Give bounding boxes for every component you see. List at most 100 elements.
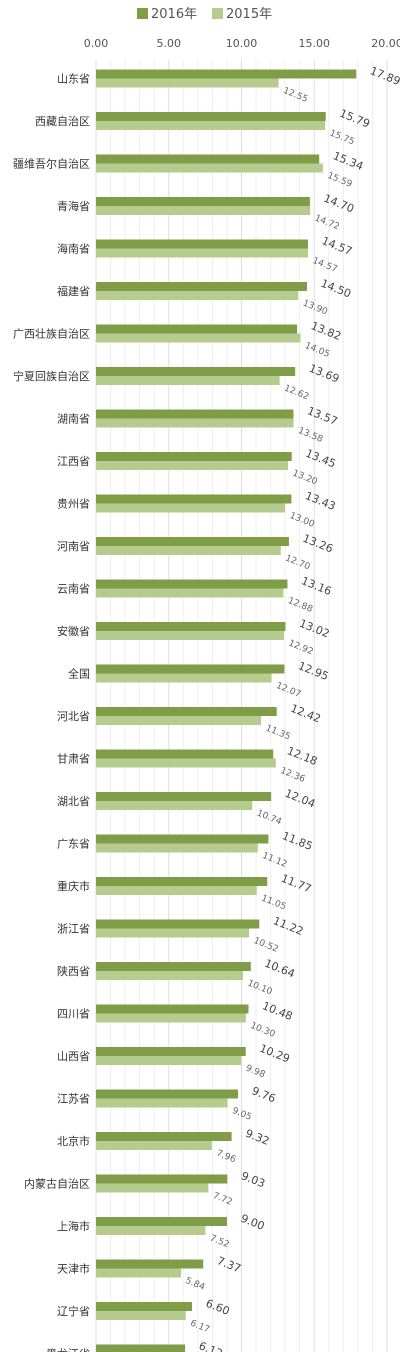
bar-2016 bbox=[96, 324, 298, 334]
data-label-2015: 11.05 bbox=[260, 894, 288, 913]
bar-2016 bbox=[96, 1047, 246, 1056]
category-label: 河北省 bbox=[57, 710, 90, 723]
x-tick-label: 5.00 bbox=[157, 37, 182, 50]
bar-2016 bbox=[96, 1344, 186, 1352]
x-tick-label: 15.00 bbox=[299, 37, 331, 50]
category-label: 广东省 bbox=[57, 838, 90, 851]
category-label: 北京市 bbox=[57, 1134, 90, 1148]
data-label-2015: 12.70 bbox=[284, 554, 312, 573]
data-label-2015: 12.62 bbox=[282, 384, 310, 403]
data-label-2015: 7.96 bbox=[215, 1149, 238, 1166]
data-label-2015: 11.12 bbox=[261, 851, 289, 870]
bar-2016 bbox=[96, 622, 286, 631]
bar-2016 bbox=[96, 962, 251, 971]
bar-2015 bbox=[96, 333, 301, 343]
bar-2016 bbox=[96, 112, 326, 121]
data-label-2016: 9.32 bbox=[243, 1127, 271, 1148]
category-label: 四川省 bbox=[57, 1008, 90, 1021]
category-label: 河南省 bbox=[57, 540, 90, 553]
x-axis-ticks: 0.00 5.00 10.00 15.00 20.00 bbox=[84, 37, 400, 50]
data-label-2016: 15.79 bbox=[338, 107, 372, 131]
data-label-2016: 13.43 bbox=[303, 489, 337, 513]
bar-2016 bbox=[96, 1302, 193, 1311]
legend-label-1: 2015年 bbox=[226, 7, 272, 22]
data-label-2016: 10.64 bbox=[263, 957, 297, 981]
bar-2015 bbox=[96, 546, 281, 555]
bar-2015 bbox=[96, 716, 262, 725]
category-label: 黑龙江省 bbox=[46, 1348, 90, 1352]
bar-2016 bbox=[96, 1174, 228, 1184]
data-label-2016: 14.57 bbox=[320, 234, 354, 258]
data-label-2015: 7.72 bbox=[211, 1191, 233, 1208]
category-label: 湖北省 bbox=[57, 795, 90, 808]
category-label: 浙江省 bbox=[57, 923, 90, 936]
bar-2016 bbox=[96, 749, 274, 759]
bar-2015 bbox=[96, 673, 272, 683]
category-label: 宁夏回族自治区 bbox=[13, 369, 90, 383]
bar-2016 bbox=[96, 1217, 227, 1226]
data-label-2016: 10.29 bbox=[258, 1042, 292, 1066]
data-label-2016: 6.12 bbox=[197, 1339, 225, 1352]
bar-2016 bbox=[96, 834, 269, 844]
bar-2015 bbox=[96, 1183, 209, 1193]
bar-2016 bbox=[96, 239, 308, 249]
category-label: 湖南省 bbox=[57, 413, 90, 426]
category-label: 西藏自治区 bbox=[35, 114, 90, 128]
legend-swatch-0 bbox=[137, 8, 148, 19]
data-label-2015: 14.05 bbox=[303, 341, 331, 360]
bar-2015 bbox=[96, 503, 286, 513]
data-label-2015: 13.90 bbox=[301, 299, 329, 318]
bar-2016 bbox=[96, 452, 292, 461]
bar-2015 bbox=[96, 588, 284, 598]
bar-2015 bbox=[96, 1098, 228, 1108]
bar-2015 bbox=[96, 1311, 186, 1320]
bar-2015 bbox=[96, 376, 280, 385]
data-label-2015: 12.07 bbox=[274, 681, 302, 700]
bar-2015 bbox=[96, 163, 323, 173]
data-label-2016: 15.34 bbox=[331, 149, 365, 173]
category-label: 疆维吾尔自治区 bbox=[13, 157, 90, 171]
data-label-2015: 12.92 bbox=[287, 639, 315, 658]
data-label-2016: 11.77 bbox=[279, 872, 313, 896]
bar-2015 bbox=[96, 1226, 206, 1235]
x-tick-label: 10.00 bbox=[226, 37, 258, 50]
legend-label-0: 2016年 bbox=[151, 7, 197, 22]
data-label-2016: 13.69 bbox=[307, 362, 341, 386]
data-label-2015: 5.84 bbox=[184, 1276, 207, 1293]
category-label: 云南省 bbox=[57, 583, 90, 596]
bar-2016 bbox=[96, 792, 272, 801]
category-label: 广西壮族自治区 bbox=[13, 327, 90, 341]
category-label: 山西省 bbox=[57, 1050, 90, 1063]
category-label: 山东省 bbox=[57, 73, 90, 86]
bar-2016 bbox=[96, 282, 307, 291]
category-label: 青海省 bbox=[57, 199, 90, 213]
bar-2016 bbox=[96, 919, 260, 929]
data-label-2016: 12.95 bbox=[296, 659, 330, 683]
bar-2015 bbox=[96, 206, 311, 215]
y-axis-categories: 山东省西藏自治区疆维吾尔自治区青海省海南省福建省广西壮族自治区宁夏回族自治区湖南… bbox=[13, 73, 90, 1352]
data-label-2015: 10.74 bbox=[255, 809, 283, 828]
category-label: 安徽省 bbox=[57, 624, 90, 638]
data-label-2015: 13.00 bbox=[288, 511, 316, 530]
data-label-2016: 10.48 bbox=[260, 999, 294, 1023]
bars bbox=[96, 69, 357, 1352]
category-label: 上海市 bbox=[57, 1219, 90, 1233]
category-label: 天津市 bbox=[57, 1262, 90, 1276]
bar-2015 bbox=[96, 886, 257, 895]
x-tick-label: 0.00 bbox=[84, 37, 109, 50]
category-label: 甘肃省 bbox=[57, 753, 90, 766]
data-label-2016: 14.50 bbox=[319, 277, 353, 301]
x-tick-label: 20.00 bbox=[371, 37, 400, 50]
bar-2016 bbox=[96, 409, 294, 419]
bar-2015 bbox=[96, 121, 326, 130]
data-label-2016: 12.42 bbox=[289, 702, 323, 726]
category-label: 辽宁省 bbox=[57, 1304, 90, 1318]
bar-2015 bbox=[96, 291, 299, 300]
bar-2015 bbox=[96, 1268, 181, 1278]
bar-2016 bbox=[96, 537, 289, 546]
bar-2016 bbox=[96, 154, 320, 164]
bar-2015 bbox=[96, 801, 253, 810]
bar-2015 bbox=[96, 78, 279, 88]
bar-2016 bbox=[96, 494, 292, 504]
